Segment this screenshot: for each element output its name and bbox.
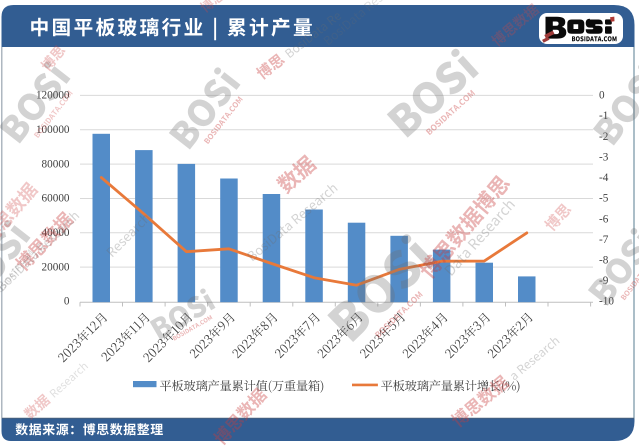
svg-text:-6: -6 (599, 213, 609, 225)
svg-text:-1: -1 (599, 110, 608, 122)
svg-text:80000: 80000 (42, 158, 70, 170)
svg-text:-8: -8 (599, 255, 609, 267)
svg-text:-4: -4 (599, 172, 609, 184)
svg-text:100000: 100000 (36, 124, 70, 136)
svg-text:20000: 20000 (42, 261, 70, 273)
svg-text:-2: -2 (599, 131, 608, 143)
svg-text:60000: 60000 (42, 193, 70, 205)
svg-text:-3: -3 (599, 151, 609, 163)
svg-text:120000: 120000 (36, 90, 70, 102)
svg-text:0: 0 (599, 90, 605, 102)
svg-text:0: 0 (64, 296, 70, 308)
svg-text:-9: -9 (599, 275, 609, 287)
svg-text:40000: 40000 (42, 227, 70, 239)
svg-text:-5: -5 (599, 193, 609, 205)
svg-text:-10: -10 (599, 296, 614, 308)
svg-text:-7: -7 (599, 234, 609, 246)
